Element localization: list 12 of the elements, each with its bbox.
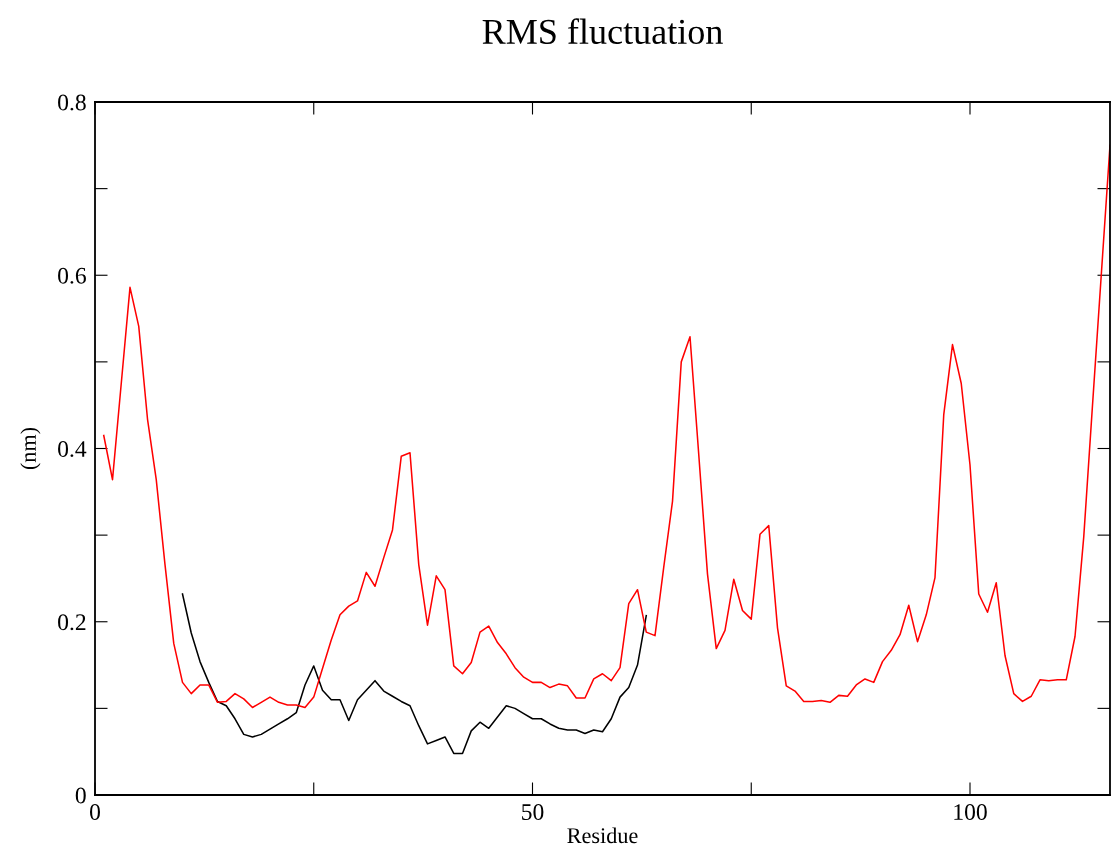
y-tick-label: 0.8 (58, 94, 86, 111)
x-axis-title: Residue (567, 827, 638, 844)
x-tick-label: 100 (954, 804, 987, 820)
y-axis-title: (nm) (20, 427, 41, 470)
y-tick-label: 0.2 (58, 614, 86, 631)
x-tick-label: 50 (522, 804, 544, 820)
line-series (181, 593, 648, 755)
y-tick-label: 0.4 (58, 440, 87, 458)
chart-title: RMS fluctuation (482, 18, 723, 45)
y-tick-label: 0.6 (58, 267, 86, 284)
x-tick-label: 0 (90, 804, 100, 820)
y-tick-label: 0 (75, 787, 86, 804)
